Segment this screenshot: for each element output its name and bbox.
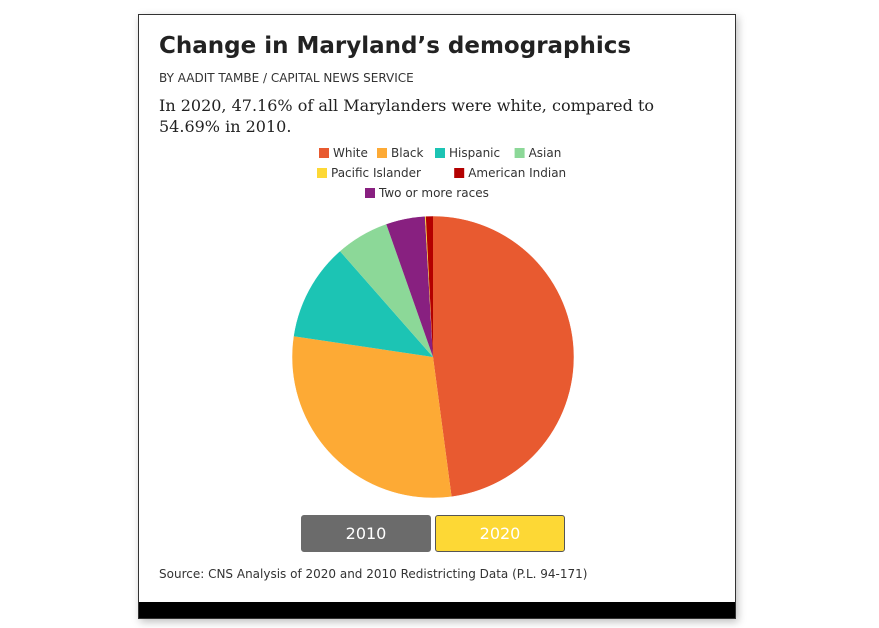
legend-swatch-asian xyxy=(514,148,525,158)
legend-label-white[interactable]: White xyxy=(333,146,368,160)
chart-card: Change in Maryland’s demographics BY AAD… xyxy=(138,14,736,619)
pie-slice-hispanic[interactable] xyxy=(293,251,433,357)
legend-swatch-two-or-more-races xyxy=(365,188,375,198)
legend-label-pacific-islander[interactable]: Pacific Islander xyxy=(331,166,421,180)
legend-label-two-or-more-races[interactable]: Two or more races xyxy=(378,186,489,200)
chart-subtitle: In 2020, 47.16% of all Marylanders were … xyxy=(159,96,655,136)
year-2010-button[interactable]: 2010 xyxy=(301,515,431,552)
footer-bar xyxy=(139,602,735,618)
year-2020-button[interactable]: 2020 xyxy=(435,515,565,552)
pie-chart: White Black Hispanic Asian Pacific Islander A… xyxy=(291,146,575,499)
legend-label-hispanic[interactable]: Hispanic xyxy=(449,146,500,160)
pie-slice-black[interactable] xyxy=(292,336,452,498)
pie-slice-asian[interactable] xyxy=(339,223,433,357)
pie-slice-american-indian[interactable] xyxy=(425,216,433,357)
source-note: Source: CNS Analysis of 2020 and 2010 Re… xyxy=(159,567,588,581)
pie-outline xyxy=(291,215,575,499)
year-toggle: 2010 2020 xyxy=(301,515,565,552)
pie-slice-two-or-more-races[interactable] xyxy=(386,216,433,357)
legend-swatch-white xyxy=(319,148,329,158)
legend-swatch-hispanic xyxy=(435,148,445,158)
pie-slice-pacific-islander[interactable] xyxy=(424,216,433,357)
legend-swatch-american-indian xyxy=(454,168,465,178)
legend-label-black[interactable]: Black xyxy=(391,146,424,160)
chart-title: Change in Maryland’s demographics xyxy=(159,33,632,59)
legend-swatch-pacific-islander xyxy=(317,168,327,178)
legend-swatch-black xyxy=(377,148,387,158)
legend-label-american-indian[interactable]: American Indian xyxy=(468,166,566,180)
pie-slice-white[interactable] xyxy=(433,216,574,497)
legend-label-asian[interactable]: Asian xyxy=(529,146,562,160)
byline: BY AADIT TAMBE / CAPITAL NEWS SERVICE xyxy=(159,71,414,85)
